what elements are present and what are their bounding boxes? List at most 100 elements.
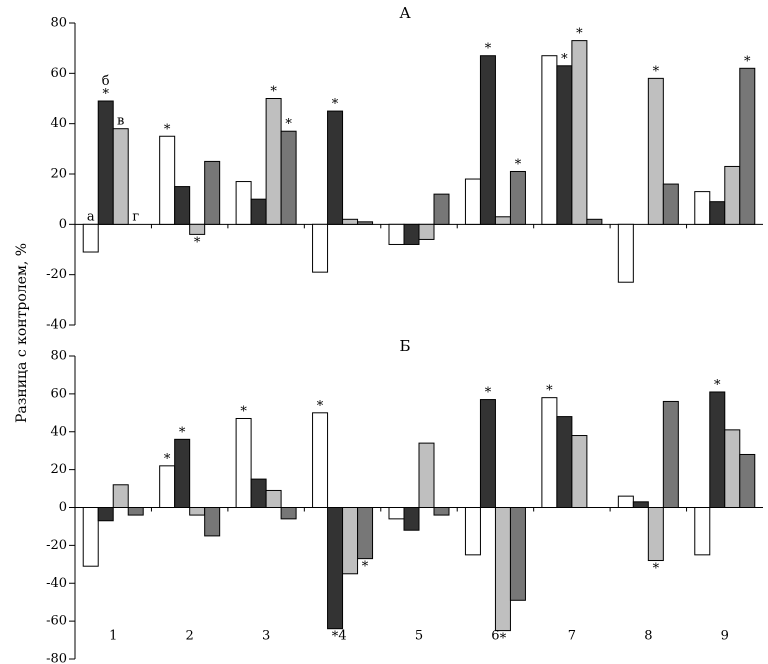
bar [97,507,114,522]
bar [112,484,129,508]
bar [556,416,573,509]
bar [662,183,679,225]
bar [647,507,664,562]
category-label: 6 [491,629,499,644]
significance-star: * [500,632,507,647]
y-tick-label: 40 [50,116,67,131]
bar [494,507,511,632]
bar [739,67,756,225]
bar [342,507,359,575]
bar [617,495,634,509]
bar [694,191,711,225]
series-label: б [102,74,110,89]
bar [509,170,526,225]
significance-star: * [164,452,171,467]
bar [433,507,450,516]
bar [709,201,726,225]
category-label: 2 [186,629,194,644]
bar [174,438,191,509]
y-tick-label: 60 [50,66,67,81]
y-tick-label: 0 [59,217,67,232]
bar [312,412,329,508]
significance-star: * [270,85,277,100]
bar [617,223,634,283]
significance-star: * [485,386,492,401]
bar [204,160,221,225]
bar [541,55,558,225]
bar [418,442,435,508]
y-tick-label: 60 [50,386,67,401]
significance-star: * [744,54,751,69]
significance-star: * [485,42,492,57]
y-tick-label: -20 [46,538,67,553]
y-tick-label: -60 [46,614,67,629]
significance-star: * [561,52,568,67]
bar [82,223,99,253]
significance-star: * [179,425,186,440]
bar [418,223,435,240]
bar [479,399,496,508]
bar [571,435,588,509]
bar [127,507,144,516]
bar [586,218,603,225]
y-tick-label: -40 [46,318,67,333]
significance-star: * [285,117,292,132]
bar [464,507,481,556]
bar [235,181,252,225]
bar [204,507,221,537]
bar [250,478,267,508]
category-label: 3 [262,629,270,644]
significance-star: * [546,384,553,399]
bar [82,507,99,567]
bar [388,507,405,520]
category-label: 8 [644,629,652,644]
y-tick-label: -20 [46,267,67,282]
significance-star: * [714,378,721,393]
panel-title: А [399,4,411,22]
panel-b: Б -80 -60 -40 -20 0 20 40 60 80 * * * * * * * * * * * 1 2 3 4 5 6 7… [46,337,763,664]
y-tick-label: 80 [50,349,67,364]
y-tick-label: -40 [46,576,67,591]
bar [265,98,282,225]
bar [342,218,359,225]
significance-star: * [164,122,171,137]
series-label: в [117,114,124,129]
bar [479,55,496,225]
series-label: а [87,209,95,224]
bar [159,135,176,225]
series-label: г [132,209,139,224]
category-label: 1 [109,629,117,644]
significance-star: * [317,399,324,414]
bar [312,223,329,273]
bar [647,77,664,225]
bar [280,507,297,520]
y-tick-label: -80 [46,652,67,664]
bar [174,186,191,225]
bar [327,507,344,630]
panel-title: Б [399,337,410,355]
bar [280,130,297,225]
y-tick-label: 20 [50,167,67,182]
y-tick-label: 40 [50,424,67,439]
bar [433,193,450,225]
y-tick-label: 20 [50,462,67,477]
significance-star: * [653,64,660,79]
category-label: 9 [721,629,729,644]
significance-star: * [102,87,109,102]
bar [571,40,588,225]
bar [159,465,176,508]
y-axis-label: Разница с контролем, % [14,243,30,423]
bar [235,417,252,508]
significance-star: * [332,97,339,112]
bar [662,400,679,509]
bar [541,397,558,509]
bar [265,489,282,508]
category-label: 5 [415,629,423,644]
bar [388,223,405,245]
bar [632,501,649,509]
category-label: 7 [568,629,576,644]
bar [403,507,420,531]
bar [494,216,511,225]
significance-star: * [362,560,369,575]
